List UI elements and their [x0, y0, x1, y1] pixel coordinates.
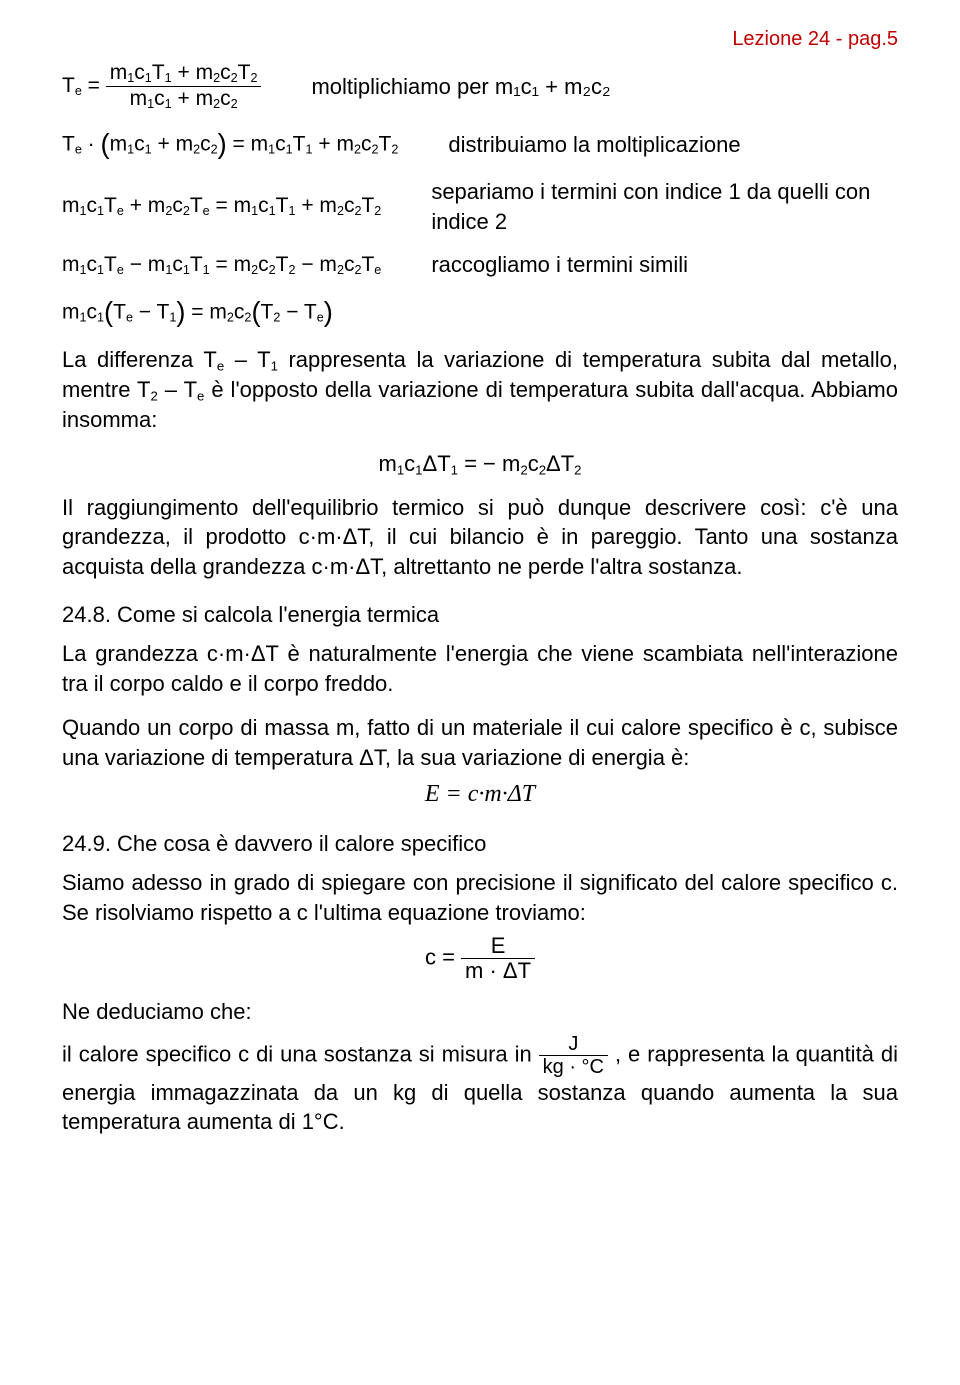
- equation-5: m1c1(Te − T1) = m2c2(T2 − Te): [62, 294, 333, 331]
- equation-2: Te · (m1c1 + m2c2) = m1c1T1 + m2c2T2: [62, 126, 398, 163]
- text: c =: [425, 944, 461, 969]
- fraction-denominator: m · ΔT: [461, 958, 535, 983]
- annotation-1: moltiplichiamo per m₁c₁ + m₂c₂: [311, 72, 610, 102]
- paragraph-3: La grandezza c·m·ΔT è naturalmente l'ene…: [62, 639, 898, 698]
- equation-row-2: Te · (m1c1 + m2c2) = m1c1T1 + m2c2T2 dis…: [62, 126, 898, 163]
- equation-1: Te = m1c1T1 + m2c2T2 m1c1 + m2c2: [62, 61, 261, 112]
- paragraph-1: La differenza Te – T1 rappresenta la var…: [62, 345, 898, 435]
- paragraph-5: Siamo adesso in grado di spiegare con pr…: [62, 868, 898, 927]
- paragraph-7: il calore specifico c di una sostanza si…: [62, 1033, 898, 1137]
- equation-E: E = c·m·ΔT: [62, 778, 898, 810]
- paragraph-4: Quando un corpo di massa m, fatto di un …: [62, 713, 898, 772]
- text: il calore specifico c di una sostanza si…: [62, 1041, 539, 1066]
- fraction-denominator: kg · °C: [539, 1055, 608, 1078]
- annotation-3: separiamo i termini con indice 1 da quel…: [431, 177, 898, 236]
- equation-4: m1c1Te − m1c1T1 = m2c2T2 − m2c2Te: [62, 251, 381, 279]
- equation-row-5: m1c1(Te − T1) = m2c2(T2 − Te): [62, 294, 898, 331]
- paragraph-6: Ne deduciamo che:: [62, 997, 898, 1027]
- text: La differenza T: [62, 347, 217, 372]
- equation-3: m1c1Te + m2c2Te = m1c1T1 + m2c2T2: [62, 192, 381, 220]
- equation-row-1: Te = m1c1T1 + m2c2T2 m1c1 + m2c2 moltipl…: [62, 61, 898, 112]
- paragraph-2: Il raggiungimento dell'equilibrio termic…: [62, 493, 898, 582]
- equation-row-4: m1c1Te − m1c1T1 = m2c2T2 − m2c2Te raccog…: [62, 250, 898, 280]
- text: – T: [158, 377, 197, 402]
- heading-24-8: 24.8. Come si calcola l'energia termica: [62, 600, 898, 630]
- equation-row-3: m1c1Te + m2c2Te = m1c1T1 + m2c2T2 separi…: [62, 177, 898, 236]
- fraction-numerator: E: [461, 934, 535, 958]
- annotation-4: raccogliamo i termini simili: [431, 250, 688, 280]
- page-header-ref: Lezione 24 - pag.5: [62, 26, 898, 53]
- text: – T: [224, 347, 270, 372]
- heading-24-9: 24.9. Che cosa è davvero il calore speci…: [62, 829, 898, 859]
- equation-c: c = E m · ΔT: [62, 934, 898, 983]
- annotation-2: distribuiamo la moltiplicazione: [448, 130, 740, 160]
- equation-deltaT: m1c1ΔT1 = − m2c2ΔT2: [62, 449, 898, 479]
- fraction-numerator: J: [539, 1033, 608, 1055]
